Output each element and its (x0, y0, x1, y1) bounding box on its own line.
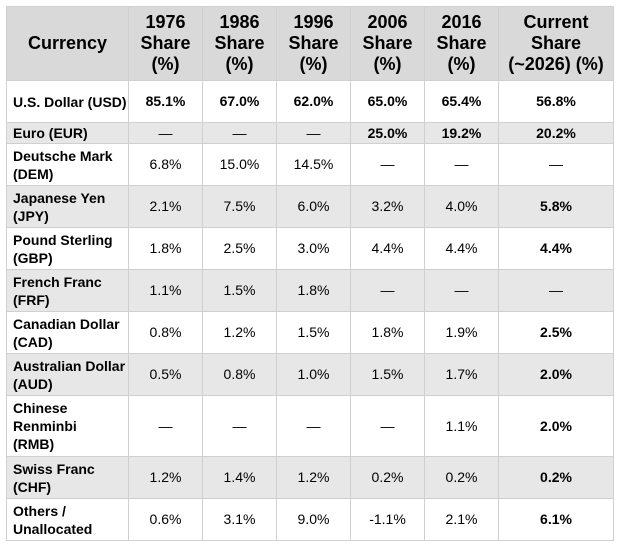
share-1996: 62.0% (276, 80, 351, 123)
table-row-dem: Deutsche Mark (DEM) 6.8% 15.0% 14.5% — —… (6, 143, 614, 186)
share-current: 0.2% (498, 456, 614, 499)
share-2016: — (424, 143, 499, 186)
share-2006: — (350, 269, 425, 312)
share-2006: 1.8% (350, 311, 425, 354)
share-2016: 1.9% (424, 311, 499, 354)
share-1986: 1.2% (202, 311, 277, 354)
share-1996: 1.2% (276, 456, 351, 499)
share-2016: 0.2% (424, 456, 499, 499)
share-1976: 1.2% (128, 456, 203, 499)
currency-name: French Franc (FRF) (6, 269, 129, 312)
table-row-gbp: Pound Sterling (GBP) 1.8% 2.5% 3.0% 4.4%… (6, 227, 614, 270)
share-1986: 1.5% (202, 269, 277, 312)
table-row-aud: Australian Dollar (AUD) 0.5% 0.8% 1.0% 1… (6, 353, 614, 396)
share-1976: 1.1% (128, 269, 203, 312)
share-current: 5.8% (498, 185, 614, 228)
share-1976: 85.1% (128, 80, 203, 123)
share-1986: 2.5% (202, 227, 277, 270)
share-1976: — (128, 122, 203, 144)
share-2016: 4.0% (424, 185, 499, 228)
share-2016: 4.4% (424, 227, 499, 270)
table-row-others: Others / Unallocated 0.6% 3.1% 9.0% -1.1… (6, 498, 614, 541)
table-row-rmb: Chinese Renminbi (RMB) — — — — 1.1% 2.0% (6, 395, 614, 457)
share-2016: 1.7% (424, 353, 499, 396)
share-2006: 3.2% (350, 185, 425, 228)
currency-share-table-container: Currency 1976 Share (%) 1986 Share (%) 1… (6, 6, 614, 541)
share-2006: 1.5% (350, 353, 425, 396)
share-1986: 1.4% (202, 456, 277, 499)
share-1986: 3.1% (202, 498, 277, 541)
share-1996: 1.8% (276, 269, 351, 312)
share-1976: — (128, 395, 203, 457)
header-1986: 1986 Share (%) (202, 6, 277, 81)
share-2006: 0.2% (350, 456, 425, 499)
header-current: Current Share (~2026) (%) (498, 6, 614, 81)
currency-name: Canadian Dollar (CAD) (6, 311, 129, 354)
currency-name: Deutsche Mark (DEM) (6, 143, 129, 186)
share-1976: 0.8% (128, 311, 203, 354)
currency-name: Pound Sterling (GBP) (6, 227, 129, 270)
currency-name: U.S. Dollar (USD) (6, 80, 129, 123)
header-row: Currency 1976 Share (%) 1986 Share (%) 1… (6, 6, 614, 81)
share-1996: 9.0% (276, 498, 351, 541)
share-current: 6.1% (498, 498, 614, 541)
header-1996: 1996 Share (%) (276, 6, 351, 81)
share-1986: 15.0% (202, 143, 277, 186)
share-current: 2.0% (498, 395, 614, 457)
share-1976: 6.8% (128, 143, 203, 186)
share-2016: 19.2% (424, 122, 499, 144)
header-2016: 2016 Share (%) (424, 6, 499, 81)
share-2006: 65.0% (350, 80, 425, 123)
share-1986: 7.5% (202, 185, 277, 228)
share-current: 4.4% (498, 227, 614, 270)
share-1996: 6.0% (276, 185, 351, 228)
currency-name: Euro (EUR) (6, 122, 129, 144)
share-1996: — (276, 122, 351, 144)
share-2016: 1.1% (424, 395, 499, 457)
table-row-eur: Euro (EUR) — — — 25.0% 19.2% 20.2% (6, 122, 614, 144)
table-row-frf: French Franc (FRF) 1.1% 1.5% 1.8% — — — (6, 269, 614, 312)
share-2006: — (350, 395, 425, 457)
share-2016: — (424, 269, 499, 312)
share-1996: 3.0% (276, 227, 351, 270)
share-current: — (498, 143, 614, 186)
share-1976: 0.6% (128, 498, 203, 541)
table-row-jpy: Japanese Yen (JPY) 2.1% 7.5% 6.0% 3.2% 4… (6, 185, 614, 228)
share-1986: 0.8% (202, 353, 277, 396)
currency-share-table: Currency 1976 Share (%) 1986 Share (%) 1… (6, 6, 614, 541)
share-current: 20.2% (498, 122, 614, 144)
currency-name: Chinese Renminbi (RMB) (6, 395, 129, 457)
share-1996: 14.5% (276, 143, 351, 186)
share-1976: 1.8% (128, 227, 203, 270)
share-current: 2.0% (498, 353, 614, 396)
share-1986: 67.0% (202, 80, 277, 123)
share-2016: 65.4% (424, 80, 499, 123)
currency-name: Australian Dollar (AUD) (6, 353, 129, 396)
share-current: 2.5% (498, 311, 614, 354)
share-2006: — (350, 143, 425, 186)
share-current: 56.8% (498, 80, 614, 123)
share-2016: 2.1% (424, 498, 499, 541)
header-currency: Currency (6, 6, 129, 81)
header-1976: 1976 Share (%) (128, 6, 203, 81)
share-2006: 4.4% (350, 227, 425, 270)
share-1976: 2.1% (128, 185, 203, 228)
table-row-chf: Swiss Franc (CHF) 1.2% 1.4% 1.2% 0.2% 0.… (6, 456, 614, 499)
currency-name: Others / Unallocated (6, 498, 129, 541)
table-row-usd: U.S. Dollar (USD) 85.1% 67.0% 62.0% 65.0… (6, 80, 614, 123)
currency-name-text: Chinese Renminbi (RMB) (13, 400, 77, 452)
header-2006: 2006 Share (%) (350, 6, 425, 81)
share-1986: — (202, 122, 277, 144)
table-row-cad: Canadian Dollar (CAD) 0.8% 1.2% 1.5% 1.8… (6, 311, 614, 354)
share-1986: — (202, 395, 277, 457)
currency-name: Swiss Franc (CHF) (6, 456, 129, 499)
currency-name: Japanese Yen (JPY) (6, 185, 129, 228)
share-2006: 25.0% (350, 122, 425, 144)
share-current: — (498, 269, 614, 312)
share-1996: 1.0% (276, 353, 351, 396)
share-2006: -1.1% (350, 498, 425, 541)
share-1996: — (276, 395, 351, 457)
share-1996: 1.5% (276, 311, 351, 354)
share-1976: 0.5% (128, 353, 203, 396)
